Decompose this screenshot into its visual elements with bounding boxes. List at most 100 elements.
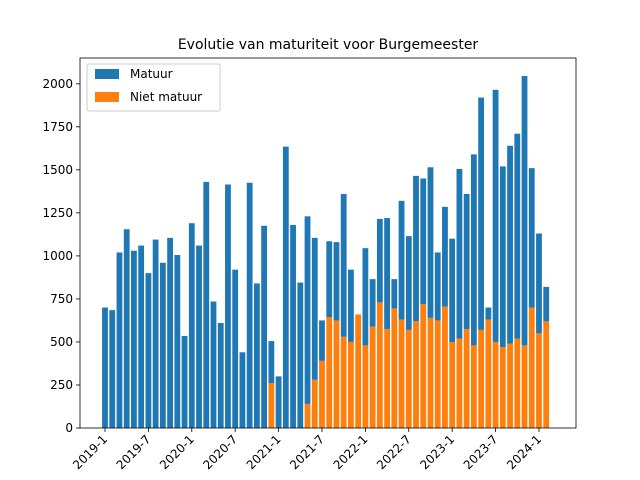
y-tick-label-2000: 2000 [42,77,73,91]
bar-matuur-2022-10 [427,167,434,318]
bar-matuur-2019-6 [138,245,145,428]
bar-matuur-2022-11 [434,252,441,321]
bar-niet-matuur-2024-2 [543,321,550,428]
bar-matuur-2021-1 [275,376,282,428]
bar-matuur-2019-1 [102,307,108,428]
bar-matuur-2020-8 [239,352,246,428]
bar-matuur-2021-8 [326,241,333,317]
bar-matuur-2019-11 [174,255,181,428]
y-tick-label-250: 250 [50,378,73,392]
bar-matuur-2022-4 [384,218,390,330]
bar-niet-matuur-2023-3 [463,329,470,428]
bar-niet-matuur-2021-7 [319,360,325,428]
bar-matuur-2019-3 [116,252,123,428]
bar-niet-matuur-2023-12 [528,307,535,428]
bar-matuur-2023-4 [470,154,477,346]
chart-title: Evolutie van maturiteit voor Burgemeeste… [178,37,479,53]
bar-matuur-2021-3 [290,224,296,428]
bar-matuur-2019-9 [159,262,166,428]
plot-frame [79,57,577,429]
bar-matuur-2019-2 [109,310,116,428]
bar-matuur-2021-7 [319,320,325,361]
bar-matuur-2023-2 [456,169,463,339]
bar-matuur-2020-5 [217,323,224,428]
bar-matuur-2023-7 [492,89,499,342]
bar-matuur-2021-11 [348,269,354,342]
bar-matuur-2022-5 [391,279,398,309]
bar-matuur-2024-2 [543,286,550,322]
bar-matuur-2020-6 [225,184,231,428]
y-axis: 0 250 500 750 1000 1250 1500 1750 2000 [42,77,80,435]
bar-niet-matuur-2021-9 [333,320,340,428]
bar-niet-matuur-2022-6 [398,319,405,428]
bar-niet-matuur-2022-4 [384,329,390,428]
bar-matuur-2019-7 [145,273,152,428]
bar-matuur-2020-2 [196,245,202,428]
bar-niet-matuur-2021-6 [311,379,318,428]
bar-matuur-2023-10 [514,133,521,339]
bar-matuur-2023-8 [499,166,506,348]
y-tick-label-750: 750 [50,292,73,306]
bar-matuur-2022-12 [442,206,448,307]
bar-niet-matuur-2022-11 [434,320,441,428]
bar-niet-matuur-2022-2 [369,326,376,428]
y-tick-label-1750: 1750 [42,120,73,134]
bar-matuur-2023-1 [449,238,456,342]
bar-niet-matuur-2022-1 [362,345,369,428]
bar-niet-matuur-2022-8 [413,321,419,428]
bars-layer [102,76,550,428]
legend-swatch-matuur [95,69,119,79]
bar-matuur-2019-12 [181,335,188,428]
legend-box [86,63,221,112]
y-tick-label-1250: 1250 [42,206,73,220]
bar-matuur-2020-3 [203,181,210,428]
bar-niet-matuur-2022-3 [376,302,383,428]
legend-label-niet-matuur: Niet matuur [130,90,202,104]
bar-matuur-2024-1 [536,233,542,334]
bar-niet-matuur-2021-10 [340,336,347,428]
bar-matuur-2023-3 [463,193,470,330]
bar-niet-matuur-2022-9 [420,304,427,428]
bar-niet-matuur-2021-8 [326,317,333,428]
bar-niet-matuur-2021-5 [304,403,311,428]
legend-swatch-niet-matuur [95,92,119,102]
bar-niet-matuur-2021-11 [348,341,354,428]
bar-niet-matuur-2023-6 [485,319,492,428]
bar-matuur-2022-7 [405,236,412,330]
bar-niet-matuur-2022-7 [405,329,412,428]
bar-matuur-2021-5 [304,216,311,404]
bar-niet-matuur-2023-2 [456,338,463,428]
bar-matuur-2022-1 [362,248,369,346]
y-tick-label-1500: 1500 [42,163,73,177]
bar-matuur-2021-9 [333,242,340,321]
bar-matuur-2021-10 [340,193,347,337]
bar-niet-matuur-2022-10 [427,317,434,428]
bar-niet-matuur-2023-11 [521,345,528,428]
bar-matuur-2022-6 [398,200,405,320]
bar-niet-matuur-2023-7 [492,341,499,428]
bar-matuur-2022-8 [413,175,419,322]
bar-matuur-2020-11 [261,225,268,428]
bar-matuur-2023-6 [485,307,492,320]
bar-niet-matuur-2023-9 [507,343,513,428]
legend-label-matuur: Matuur [130,67,173,81]
bar-niet-matuur-2023-10 [514,338,521,428]
bar-niet-matuur-2021-12 [355,314,362,428]
bar-matuur-2020-9 [246,182,253,428]
bar-niet-matuur-2023-5 [478,329,485,428]
bar-matuur-2021-4 [297,282,304,428]
bar-matuur-2022-3 [376,218,383,303]
bar-matuur-2023-9 [507,145,513,344]
bar-matuur-2023-5 [478,97,485,330]
bar-matuur-2020-7 [232,269,239,428]
bar-matuur-2021-6 [311,237,318,380]
bar-matuur-2021-2 [282,146,289,428]
bar-matuur-2019-8 [152,239,159,428]
bar-niet-matuur-2022-5 [391,308,398,428]
bar-niet-matuur-2020-12 [268,383,275,428]
bar-matuur-2020-1 [188,223,195,428]
bar-niet-matuur-2023-4 [470,345,477,428]
bar-matuur-2023-11 [521,76,528,346]
bar-matuur-2020-10 [253,283,260,428]
